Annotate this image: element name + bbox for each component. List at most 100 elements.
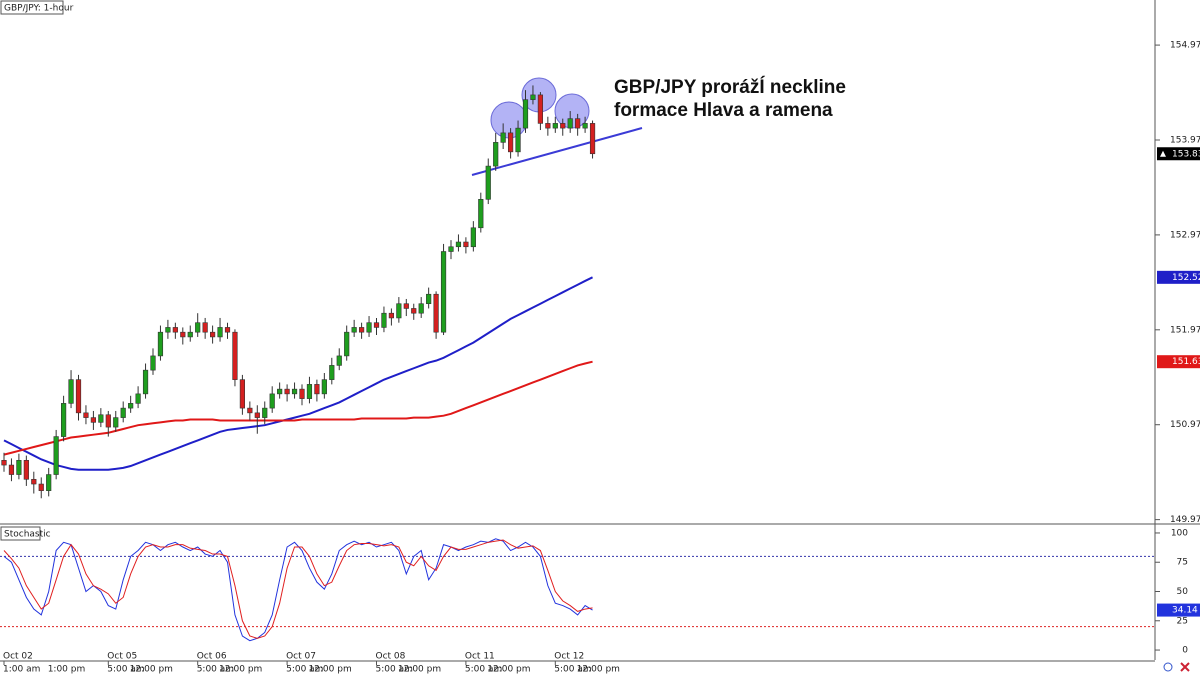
candle-body: [172, 327, 178, 333]
stochastic-title-box: [0, 526, 41, 541]
x-date-label: Oct 05: [107, 652, 137, 662]
x-time-label: 12:00 pm: [577, 665, 620, 675]
candle-body: [217, 327, 223, 338]
value-box: [1157, 603, 1200, 617]
value-box: [1157, 270, 1200, 284]
annotation-line-1: GBP/JPY prorážÍ neckline: [614, 76, 846, 98]
candle-body: [329, 365, 335, 380]
candle-body: [344, 331, 350, 357]
last-price-box: [1157, 147, 1200, 161]
candle-body: [135, 393, 141, 404]
candle-body: [8, 464, 15, 475]
y-tick-label: 150.975: [1170, 420, 1200, 430]
candle-body: [314, 384, 320, 395]
y-tick-label: 152.975: [1170, 230, 1200, 240]
candle-body: [195, 322, 201, 333]
annotation-line-2: formace Hlava a ramena: [614, 100, 833, 121]
candle-body: [455, 241, 462, 248]
candle-body: [291, 388, 298, 395]
close-icon[interactable]: [1180, 662, 1190, 672]
candle-body: [46, 474, 52, 491]
y-tick-label: 153.975: [1170, 135, 1200, 145]
x-time-label: 5:00 am: [554, 665, 591, 675]
x-time-label: 5:00 am: [107, 665, 144, 675]
x-date-label: Oct 12: [554, 652, 584, 662]
candle-body: [239, 379, 246, 409]
candle-body: [552, 123, 558, 129]
candle-body: [284, 388, 290, 395]
candle-body: [142, 369, 149, 395]
candle-body: [113, 417, 119, 428]
candle-body: [321, 379, 327, 395]
candle-body: [493, 142, 499, 167]
candle-body: [589, 123, 596, 155]
candle-body: [68, 379, 74, 404]
indicator-line: [3, 538, 593, 642]
candle-body: [299, 388, 305, 399]
x-time-label: 1:00 pm: [48, 665, 86, 675]
indicator-line: [3, 539, 593, 639]
stochastic-title: Stochastic: [4, 530, 51, 540]
candle-body: [537, 94, 543, 124]
y-tick-label: 75: [1177, 558, 1188, 568]
indicator-line: [3, 276, 593, 471]
candle-body: [515, 127, 521, 153]
candle-body: [358, 327, 365, 333]
y-tick-label: 25: [1177, 616, 1188, 626]
chart-title: GBP/JPY: 1-hour: [4, 4, 74, 14]
value-box-label: 34.14: [1172, 606, 1198, 616]
candle-body: [53, 436, 59, 475]
candle-body: [75, 379, 82, 414]
y-tick-label: 50: [1177, 587, 1189, 597]
candle-body: [530, 94, 536, 100]
candle-body: [388, 312, 395, 319]
candle-body: [98, 414, 104, 423]
x-time-label: 12:00 pm: [487, 665, 530, 675]
candle-body: [38, 483, 44, 491]
candle-body: [575, 118, 581, 129]
x-time-label: 5:00 am: [465, 665, 502, 675]
x-date-label: Oct 07: [286, 652, 316, 662]
x-date-label: Oct 11: [465, 652, 495, 662]
candle-body: [262, 407, 268, 418]
candle-body: [411, 308, 417, 314]
candle-body: [247, 407, 253, 414]
toolbar-icons: [1163, 662, 1190, 672]
candle-body: [157, 331, 164, 357]
candle-body: [463, 241, 469, 248]
candle-body: [440, 251, 447, 333]
x-time-label: 12:00 pm: [130, 665, 173, 675]
candle-body: [210, 331, 216, 338]
candle-body: [351, 327, 357, 333]
candle-body: [23, 460, 29, 480]
link-icon[interactable]: [1163, 662, 1173, 672]
x-time-label: 5:00 am: [286, 665, 323, 675]
candle-body: [120, 407, 126, 418]
candle-body: [478, 199, 484, 229]
candle-body: [567, 118, 573, 129]
candle-body: [433, 293, 439, 333]
candle-body: [254, 412, 260, 418]
candle-body: [426, 293, 432, 305]
x-date-label: Oct 06: [197, 652, 227, 662]
y-tick-label: 100: [1171, 528, 1188, 538]
x-time-label: 1:00 am: [3, 665, 40, 675]
candle-body: [277, 388, 283, 395]
x-time-label: 12:00 pm: [308, 665, 351, 675]
candle-body: [224, 327, 231, 333]
candle-body: [560, 123, 566, 129]
candle-body: [187, 331, 193, 338]
candle-body: [522, 99, 529, 129]
candle-body: [418, 303, 424, 314]
candle-body: [1, 460, 7, 466]
last-price-arrow: [1160, 150, 1166, 157]
value-box-label: 151.639: [1172, 357, 1200, 367]
neckline: [471, 127, 643, 176]
x-time-label: 5:00 am: [376, 665, 413, 675]
candle-body: [366, 322, 372, 333]
candle-body: [470, 227, 476, 248]
candle-body: [105, 414, 111, 428]
candle-body: [396, 303, 402, 319]
y-tick-label: 149.975: [1170, 515, 1200, 525]
candle-body: [381, 312, 387, 328]
